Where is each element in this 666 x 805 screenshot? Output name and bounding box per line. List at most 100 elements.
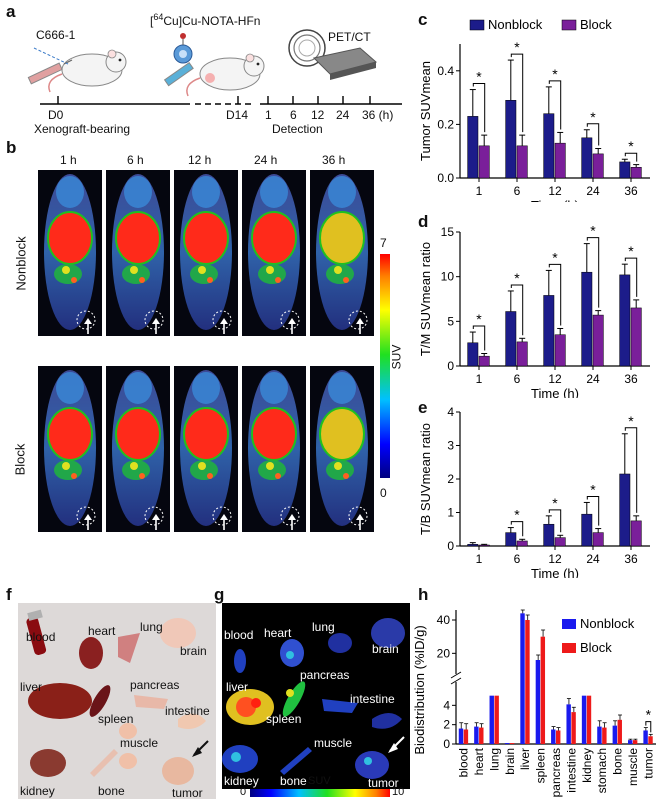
tissue-label: blood xyxy=(26,630,56,644)
pet-liver-uptake xyxy=(319,407,365,461)
pet-hotspot xyxy=(266,462,274,470)
bar xyxy=(617,719,622,744)
bar xyxy=(516,341,528,367)
pet-tissue-label: lung xyxy=(312,620,335,634)
significance-mark: * xyxy=(628,138,634,154)
pet-liver-uptake xyxy=(183,407,229,461)
x-tick-label: muscle xyxy=(626,748,640,786)
tumor-arrow-head xyxy=(152,514,160,520)
pet-hotspot xyxy=(343,473,349,479)
bar xyxy=(489,695,494,744)
chart-tm-ratio: 0 5 10 15 1 * 6 * 12 * 24 * 36 * Time (h) T/M SUVmean r… xyxy=(418,223,650,398)
significance-mark: * xyxy=(552,249,558,265)
tissue-label: lung xyxy=(140,620,163,634)
tumor-circle xyxy=(348,506,368,526)
tissue-label: intestine xyxy=(165,704,210,718)
bar xyxy=(586,695,592,744)
y-tick-label: 0.0 xyxy=(437,171,454,185)
bar xyxy=(554,334,566,367)
panel-label-h: h xyxy=(418,585,429,604)
y-axis-label: Tumor SUVmean xyxy=(418,61,433,161)
x-tick-label: tumor xyxy=(641,748,655,779)
timepoint-6: 6 xyxy=(290,108,297,122)
tumor-arrow-head xyxy=(84,318,92,324)
significance-bracket xyxy=(586,237,600,308)
tissue-label: spleen xyxy=(98,712,134,726)
mouse-icon xyxy=(186,53,265,97)
pet-hotspot xyxy=(130,266,138,274)
significance-mark: * xyxy=(590,109,596,125)
pet-head xyxy=(192,372,220,404)
legend-label: Block xyxy=(580,17,612,32)
x-tick-label: 12 xyxy=(548,372,562,386)
bar xyxy=(463,729,469,744)
colorbar-label: SUV xyxy=(389,344,404,370)
pet-image xyxy=(310,366,374,532)
significance-mark: * xyxy=(514,507,520,523)
muscle-tissue xyxy=(119,753,137,769)
pet-hotspot xyxy=(343,277,349,283)
tumor-circle xyxy=(212,506,232,526)
significance-mark: * xyxy=(590,481,596,497)
x-tick-label: 12 xyxy=(548,552,562,566)
day14-label: D14 xyxy=(226,108,249,122)
x-tick-label: 24 xyxy=(586,184,600,198)
pet-head xyxy=(328,372,356,404)
tumor-arrow-head xyxy=(356,318,364,324)
pet-timepoint-label: 6 h xyxy=(127,153,144,167)
tissue-colorbar-max: 10 xyxy=(392,786,405,798)
kidney-tissue xyxy=(30,749,66,777)
bar xyxy=(628,740,633,744)
pet-hotspot xyxy=(62,266,70,274)
significance-bracket xyxy=(586,495,600,526)
tumor-circle xyxy=(76,506,96,526)
x-tick-label: kidney xyxy=(580,748,594,783)
bar xyxy=(581,695,587,744)
syringe-icon xyxy=(163,61,194,87)
pet-hotspot xyxy=(334,266,342,274)
pet-liver-uptake xyxy=(251,211,297,265)
bar xyxy=(566,704,571,744)
chart-tumor-suvmean: 0.0 0.2 0.4 1 * 6 * 12 * 24 * 36 * Time (h) Tumor SUVm… xyxy=(418,17,650,202)
panel-label-e: e xyxy=(418,398,428,417)
x-tick-label: 1 xyxy=(476,552,483,566)
pet-hotspot xyxy=(334,462,342,470)
xenograft-bearing-label: Xenograft-bearing xyxy=(34,122,131,136)
bar xyxy=(581,513,593,547)
pet-image xyxy=(106,366,170,532)
tumor-arrow-head xyxy=(356,514,364,520)
bar xyxy=(592,314,604,367)
pet-tissue-label: intestine xyxy=(350,692,395,706)
pet-tissue-label: liver xyxy=(226,680,249,694)
x-axis-label: Time (h) xyxy=(531,566,579,578)
bar xyxy=(504,743,510,744)
x-tick-label: stomach xyxy=(595,748,609,793)
legend-swatch xyxy=(469,19,485,31)
pet-timepoint-label: 12 h xyxy=(188,153,212,167)
y-tick-label: 0 xyxy=(447,539,454,553)
bar xyxy=(467,342,479,367)
y-tick-label: 0.4 xyxy=(437,64,454,78)
panel-label-b: b xyxy=(6,138,17,157)
y-tick-label: 3 xyxy=(447,439,454,453)
bar xyxy=(505,311,517,367)
x-tick-label: blood xyxy=(457,748,471,777)
bar xyxy=(516,540,528,547)
spleen-tissue xyxy=(89,685,111,717)
detection-label: Detection xyxy=(272,122,323,136)
tissue-label: tumor xyxy=(172,786,203,800)
tissue-label: muscle xyxy=(120,736,159,750)
axis-break xyxy=(450,671,462,679)
significance-bracket xyxy=(510,53,524,133)
pet-image xyxy=(106,170,170,336)
chart-biodistribution: 0 2 4 20 40 blood heart lung brain liver spleen pan… xyxy=(412,609,656,797)
panel-label-d: d xyxy=(418,212,429,231)
bar xyxy=(516,145,528,179)
pet-tissue-label: spleen xyxy=(266,712,302,726)
x-tick-label: pancreas xyxy=(549,748,563,797)
x-axis-label: Time (h) xyxy=(531,198,579,202)
tumor-circle xyxy=(144,506,164,526)
bar xyxy=(520,613,525,744)
y-tick-label: 40 xyxy=(437,613,451,627)
pet-liver-uptake xyxy=(47,407,93,461)
